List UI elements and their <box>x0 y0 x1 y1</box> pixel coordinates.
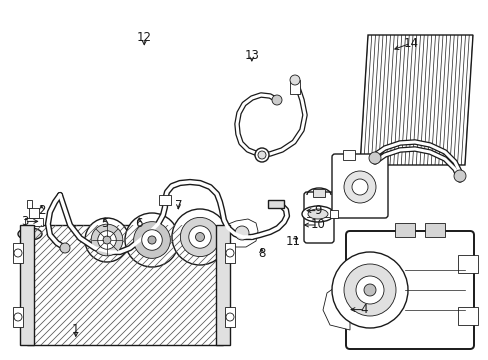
FancyBboxPatch shape <box>331 154 387 218</box>
Text: 6: 6 <box>135 217 143 230</box>
Bar <box>20 225 34 345</box>
Circle shape <box>235 226 248 240</box>
Circle shape <box>343 264 395 316</box>
Circle shape <box>289 75 299 85</box>
Circle shape <box>180 217 219 257</box>
Bar <box>329 210 337 218</box>
Text: 2: 2 <box>38 204 45 217</box>
FancyBboxPatch shape <box>346 231 473 349</box>
Circle shape <box>453 170 465 182</box>
Circle shape <box>172 209 227 265</box>
Ellipse shape <box>307 209 327 219</box>
Circle shape <box>148 236 156 244</box>
Bar <box>224 243 235 263</box>
Bar <box>289 80 299 94</box>
Circle shape <box>271 95 282 105</box>
Circle shape <box>133 222 170 258</box>
Circle shape <box>125 213 179 267</box>
Bar <box>224 307 235 327</box>
Bar <box>424 223 444 237</box>
Polygon shape <box>359 35 472 165</box>
Circle shape <box>98 231 116 249</box>
Circle shape <box>103 236 111 244</box>
Bar <box>457 255 477 273</box>
Circle shape <box>258 151 265 159</box>
Bar <box>312 189 325 197</box>
Bar <box>457 307 477 325</box>
FancyBboxPatch shape <box>304 192 333 243</box>
Polygon shape <box>225 219 258 247</box>
Circle shape <box>85 218 129 262</box>
Text: 4: 4 <box>360 303 367 316</box>
Bar <box>27 200 32 208</box>
Text: 10: 10 <box>310 219 325 231</box>
Text: 9: 9 <box>313 204 321 217</box>
Ellipse shape <box>302 206 333 222</box>
Circle shape <box>355 276 383 304</box>
Circle shape <box>225 249 234 257</box>
Circle shape <box>351 179 367 195</box>
Text: 11: 11 <box>285 235 300 248</box>
Circle shape <box>225 313 234 321</box>
Text: 8: 8 <box>257 247 265 260</box>
Text: 3: 3 <box>20 215 28 228</box>
Circle shape <box>254 148 268 162</box>
Circle shape <box>368 152 380 164</box>
Text: 14: 14 <box>403 37 417 50</box>
Bar <box>216 225 229 345</box>
Bar <box>342 150 354 160</box>
Text: 12: 12 <box>137 31 151 44</box>
Circle shape <box>195 233 204 242</box>
Circle shape <box>26 230 34 238</box>
Polygon shape <box>323 283 354 330</box>
Text: 1: 1 <box>72 323 80 336</box>
Ellipse shape <box>18 228 42 240</box>
Bar <box>267 200 284 208</box>
Bar <box>394 223 414 237</box>
Circle shape <box>343 171 375 203</box>
Circle shape <box>142 230 162 250</box>
Circle shape <box>14 313 22 321</box>
Circle shape <box>14 249 22 257</box>
Bar <box>13 243 23 263</box>
Bar <box>25 218 43 226</box>
Circle shape <box>60 243 70 253</box>
Bar <box>29 208 39 218</box>
Text: 7: 7 <box>174 199 182 212</box>
Circle shape <box>91 224 122 256</box>
Circle shape <box>188 226 211 248</box>
Text: 13: 13 <box>244 49 259 62</box>
Circle shape <box>363 284 375 296</box>
Bar <box>13 307 23 327</box>
Circle shape <box>331 252 407 328</box>
Text: 5: 5 <box>101 217 109 230</box>
Bar <box>159 195 171 205</box>
Bar <box>27 225 223 345</box>
